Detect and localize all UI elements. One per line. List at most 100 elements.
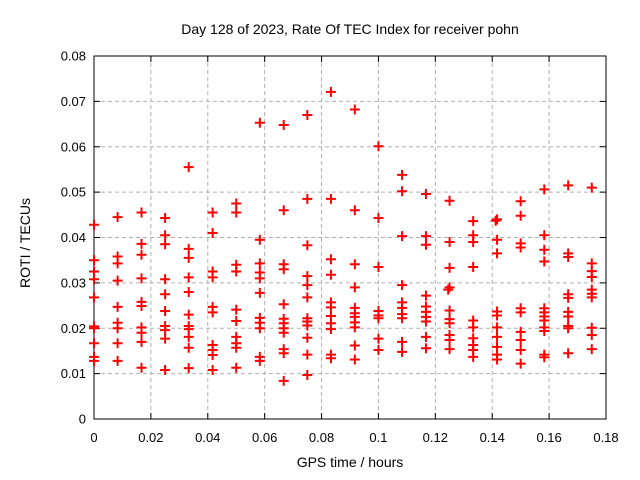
y-tick-label: 0.06 xyxy=(61,139,86,154)
data-point xyxy=(183,252,194,263)
data-point xyxy=(231,198,242,209)
data-point xyxy=(586,182,597,193)
x-axis-label: GPS time / hours xyxy=(297,454,404,470)
data-point xyxy=(325,193,336,204)
data-point xyxy=(112,258,123,269)
data-point xyxy=(278,264,289,275)
data-point xyxy=(302,280,313,291)
data-point xyxy=(563,348,574,359)
data-point xyxy=(231,304,242,315)
data-point xyxy=(278,375,289,386)
data-point xyxy=(325,302,336,313)
x-tick-label: 0.02 xyxy=(138,430,163,445)
data-point xyxy=(183,272,194,283)
x-tick-label: 0.04 xyxy=(195,430,220,445)
x-tick-label: 0.12 xyxy=(423,430,448,445)
data-point xyxy=(254,117,265,128)
data-point xyxy=(112,338,123,349)
data-point xyxy=(468,237,479,248)
data-point xyxy=(492,310,503,321)
data-point xyxy=(397,346,408,357)
data-point xyxy=(539,230,550,241)
data-point xyxy=(444,344,455,355)
y-tick-label: 0.07 xyxy=(61,94,86,109)
data-point xyxy=(302,240,313,251)
data-point xyxy=(492,331,503,342)
data-point xyxy=(112,301,123,312)
data-point xyxy=(444,335,455,346)
data-point xyxy=(373,345,384,356)
data-point xyxy=(563,292,574,303)
data-point xyxy=(302,271,313,282)
x-tick-label: 0.06 xyxy=(252,430,277,445)
x-tick-label: 0.18 xyxy=(593,430,618,445)
data-point xyxy=(207,207,218,218)
data-point xyxy=(420,343,431,354)
data-point xyxy=(302,292,313,303)
data-point xyxy=(183,331,194,342)
data-point xyxy=(207,350,218,361)
data-point xyxy=(492,354,503,365)
data-point xyxy=(89,355,99,366)
data-point xyxy=(254,273,265,284)
data-point xyxy=(89,274,99,285)
data-point xyxy=(515,307,526,318)
data-point xyxy=(444,237,455,248)
axis-tick-labels: 0 0.02 0.04 0.06 0.08 0.1 0.12 0.14 0.16 0.18 0 0.0… xyxy=(61,49,619,446)
data-point xyxy=(278,205,289,216)
data-point xyxy=(302,369,313,380)
y-tick-label: 0 xyxy=(79,412,86,427)
data-point xyxy=(349,322,360,333)
data-point xyxy=(278,119,289,130)
data-point xyxy=(397,313,408,324)
data-point xyxy=(231,362,242,373)
data-point xyxy=(278,327,289,338)
data-point xyxy=(563,180,574,191)
data-point xyxy=(349,259,360,270)
data-point xyxy=(492,322,503,333)
data-point xyxy=(492,248,503,259)
data-point xyxy=(397,186,408,197)
data-point xyxy=(231,342,242,353)
data-point xyxy=(183,342,194,353)
data-point xyxy=(160,289,171,300)
data-point xyxy=(468,216,479,227)
data-point xyxy=(349,354,360,365)
data-point xyxy=(444,318,455,329)
data-point xyxy=(112,323,123,334)
data-point xyxy=(231,315,242,326)
data-point xyxy=(160,239,171,250)
y-tick-label: 0.08 xyxy=(61,49,86,64)
data-point xyxy=(420,290,431,301)
data-point xyxy=(349,282,360,293)
data-point xyxy=(325,86,336,97)
data-point xyxy=(420,239,431,250)
data-point xyxy=(349,104,360,115)
data-point xyxy=(160,274,171,285)
data-point xyxy=(349,340,360,351)
data-point xyxy=(89,292,99,303)
data-point xyxy=(373,141,384,152)
data-point xyxy=(539,325,550,336)
data-point xyxy=(89,338,99,349)
data-point xyxy=(89,219,99,230)
data-point xyxy=(278,348,289,359)
data-point xyxy=(302,332,313,343)
data-point xyxy=(136,301,147,312)
data-point xyxy=(302,320,313,331)
data-point xyxy=(302,109,313,120)
data-point xyxy=(397,169,408,180)
data-point xyxy=(325,324,336,335)
data-point xyxy=(136,273,147,284)
y-axis-label: ROTI / TECUs xyxy=(17,198,33,288)
data-point xyxy=(444,305,455,316)
data-point xyxy=(207,307,218,318)
data-point xyxy=(515,358,526,369)
data-point xyxy=(302,193,313,204)
data-point xyxy=(468,322,479,333)
data-point xyxy=(112,212,123,223)
data-point xyxy=(183,162,194,173)
data-point xyxy=(563,323,574,334)
data-point xyxy=(420,316,431,327)
